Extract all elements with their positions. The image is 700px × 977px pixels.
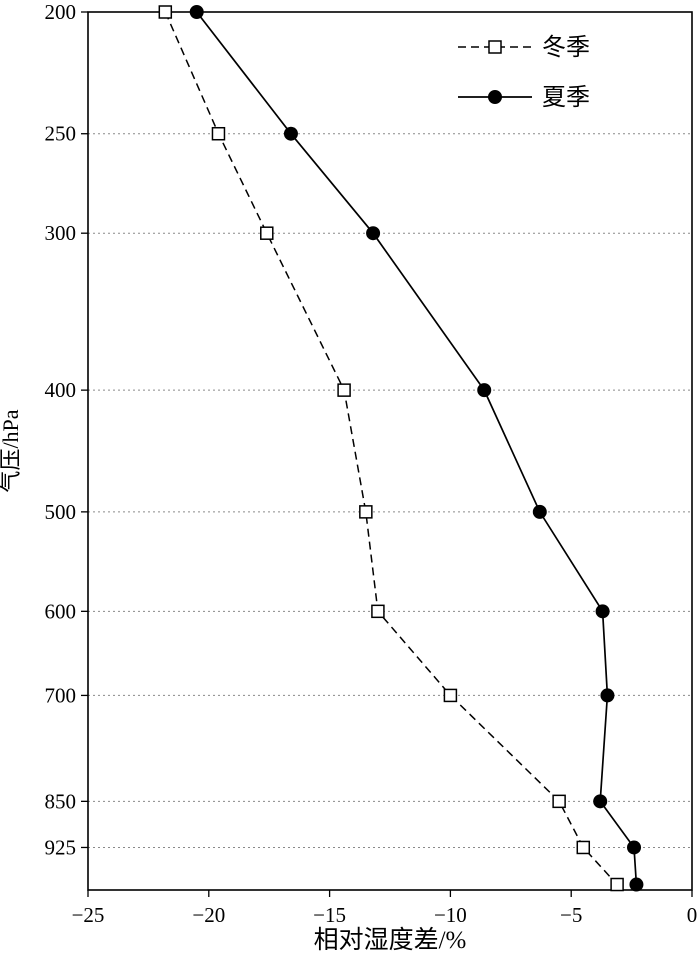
series-marker-0 [610,877,624,892]
series-line-1 [196,11,638,885]
series-marker-1 [600,688,615,703]
legend-marker-0 [488,40,502,54]
y-tick-label: 400 [45,378,77,402]
series-marker-0 [337,383,351,397]
series-marker-0 [158,5,173,19]
series-marker-1 [366,226,381,241]
series-marker-1 [532,504,547,519]
series-line-0 [164,11,618,886]
y-tick-label: 500 [45,500,77,524]
x-tick-label: −15 [313,903,346,927]
series-marker-1 [595,604,610,619]
y-tick-label: 925 [45,835,77,859]
plot-frame [87,11,693,891]
y-tick-label: 700 [45,683,77,707]
legend-label-0: 冬季 [542,34,590,61]
y-tick-label: 300 [45,221,77,245]
plot-area: 200 250 300 400 500 600 700 850 925 −25 −20 −15 −10 −… [45,0,698,927]
series-marker-1 [189,5,204,19]
series-marker-0 [371,604,385,619]
series-marker-1 [283,126,298,141]
series-marker-0 [211,126,226,141]
y-tick-label: 250 [45,122,77,146]
y-tick-label: 850 [45,789,77,813]
series-marker-1 [593,794,608,809]
legend-label-1: 夏季 [542,84,590,111]
series-marker-0 [552,794,566,809]
series-marker-1 [477,383,492,398]
series-marker-0 [443,688,458,703]
x-tick-label: 0 [687,903,698,927]
x-tick-label: −10 [434,903,467,927]
x-axis-title: 相对湿度差/% [314,926,467,954]
x-tick-label: −20 [192,903,225,927]
x-tick-label: −5 [560,903,582,927]
series-marker-0 [359,505,373,519]
y-axis-title: 气压/hPa [0,409,23,492]
series-marker-0 [576,840,591,855]
series-marker-0 [260,226,274,240]
legend-marker-1 [488,90,502,104]
y-tick-label: 600 [45,599,77,623]
x-tick-label: −25 [72,903,105,927]
y-tick-label: 200 [45,0,77,24]
series-marker-1 [627,840,642,855]
series-marker-1 [629,877,644,892]
